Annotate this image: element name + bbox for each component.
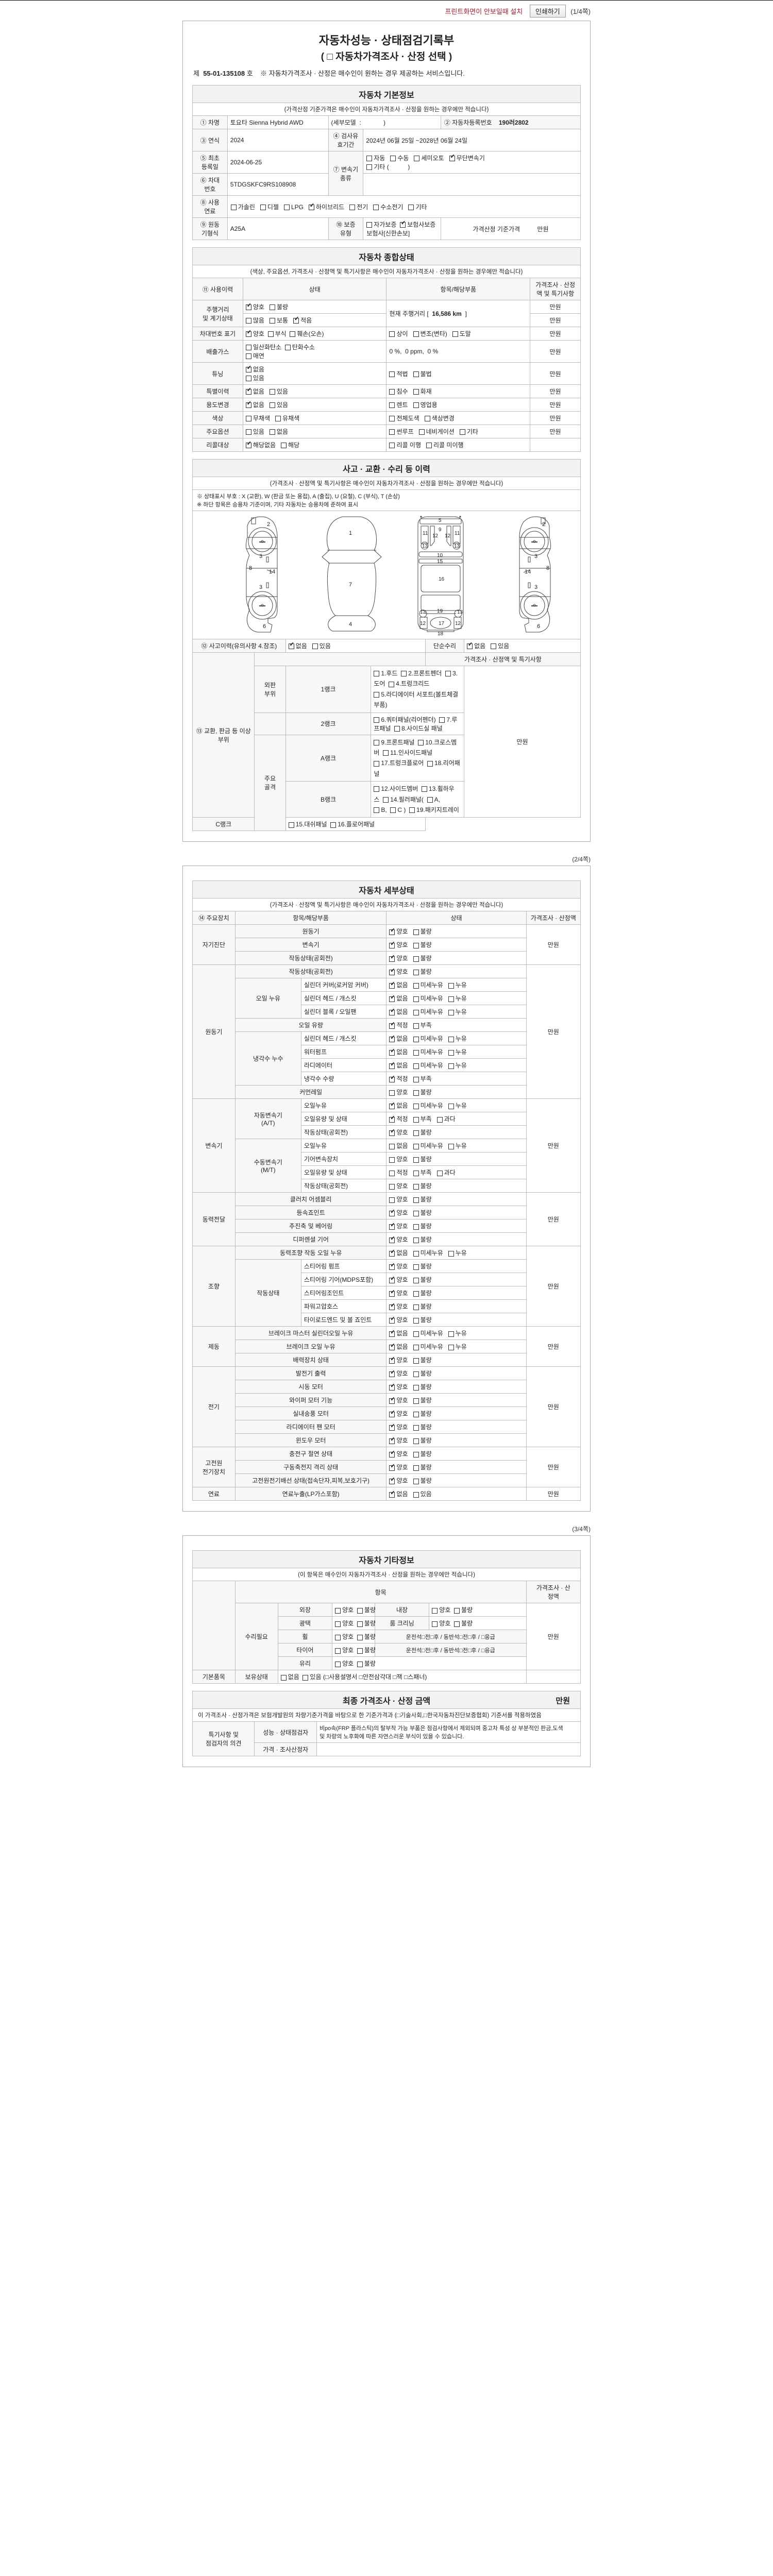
svg-text:1: 1 [349, 530, 352, 536]
svg-text:12: 12 [445, 533, 451, 539]
svg-text:11: 11 [455, 531, 460, 536]
svg-text:14: 14 [525, 569, 531, 575]
svg-text:6: 6 [537, 623, 540, 630]
svg-text:6: 6 [263, 623, 266, 630]
svg-text:3: 3 [534, 553, 537, 560]
svg-text:15: 15 [437, 559, 443, 565]
svg-text:3: 3 [259, 553, 262, 560]
svg-text:11: 11 [423, 531, 428, 536]
svg-text:10: 10 [437, 553, 443, 558]
svg-text:16: 16 [439, 577, 445, 582]
svg-text:12: 12 [455, 621, 461, 626]
svg-text:7: 7 [349, 582, 352, 588]
svg-text:3: 3 [259, 584, 262, 590]
svg-text:5: 5 [439, 518, 442, 523]
svg-text:17: 17 [439, 621, 445, 626]
svg-text:8: 8 [249, 565, 252, 571]
svg-text:12: 12 [432, 533, 439, 539]
svg-text:4: 4 [349, 621, 352, 628]
svg-text:9: 9 [439, 527, 442, 533]
svg-text:8: 8 [546, 565, 549, 571]
svg-text:13: 13 [457, 609, 463, 615]
svg-text:19: 19 [437, 608, 443, 614]
svg-text:13: 13 [420, 609, 426, 615]
svg-text:2: 2 [267, 521, 270, 528]
svg-text:3: 3 [534, 584, 537, 590]
svg-text:12: 12 [420, 621, 426, 626]
svg-text:18: 18 [438, 631, 444, 635]
svg-text:2: 2 [542, 521, 545, 528]
svg-text:14: 14 [269, 569, 275, 575]
svg-text:13: 13 [454, 544, 460, 549]
svg-text:13: 13 [422, 544, 428, 549]
